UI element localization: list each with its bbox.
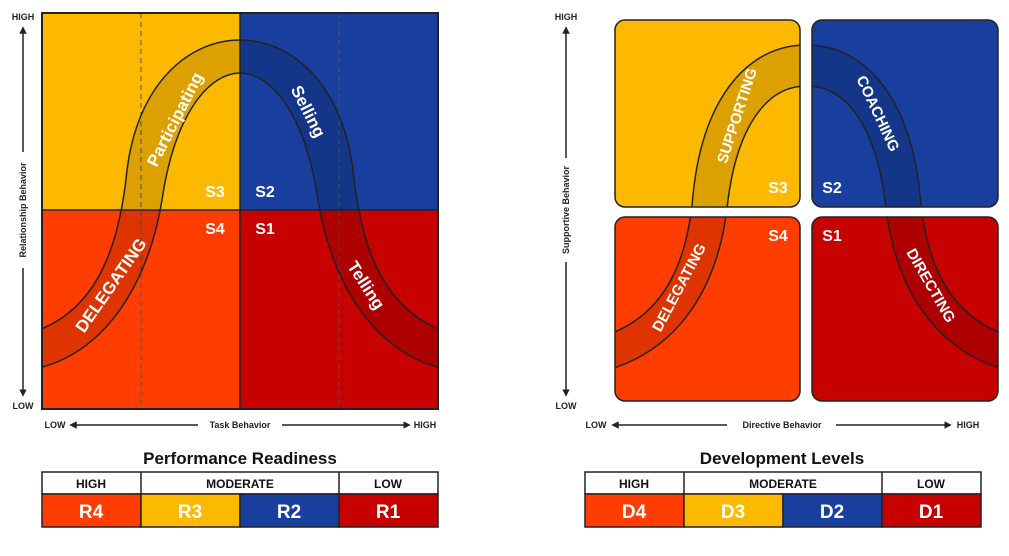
cell-d1: D1 bbox=[919, 502, 944, 523]
cell-d2: D2 bbox=[820, 502, 844, 523]
label-s1: S1 bbox=[822, 228, 842, 245]
cell-d4: D4 bbox=[622, 502, 647, 523]
x-axis-high: HIGH bbox=[414, 420, 437, 430]
y-axis-low: LOW bbox=[13, 401, 34, 411]
right-x-axis: LOW HIGH Directive Behavior bbox=[586, 420, 980, 430]
label-s2: S2 bbox=[822, 180, 842, 197]
development-levels-table: HIGH MODERATE LOW D4 D3 D2 D1 bbox=[584, 471, 982, 528]
label-s4: S4 bbox=[205, 221, 225, 238]
style-curve-band bbox=[42, 39, 438, 368]
header-high: HIGH bbox=[619, 477, 649, 491]
x-axis-high: HIGH bbox=[957, 420, 980, 430]
y-axis-label: Supportive Behavior bbox=[561, 166, 571, 255]
x-axis-low: LOW bbox=[586, 420, 607, 430]
label-s3: S3 bbox=[768, 180, 788, 197]
cell-d3: D3 bbox=[721, 502, 745, 523]
right-y-axis: HIGH LOW Supportive Behavior bbox=[555, 12, 578, 411]
cell-r1: R1 bbox=[376, 502, 401, 523]
x-axis-label: Directive Behavior bbox=[742, 420, 822, 430]
x-axis-label: Task Behavior bbox=[210, 420, 271, 430]
y-axis-label: Relationship Behavior bbox=[18, 162, 28, 258]
header-low: LOW bbox=[917, 477, 946, 491]
performance-readiness-table: HIGH MODERATE LOW R4 R3 R2 R1 bbox=[41, 471, 439, 528]
left-y-axis: HIGH LOW Relationship Behavior bbox=[12, 12, 35, 411]
quadrant-s2 bbox=[812, 20, 998, 207]
x-axis-low: LOW bbox=[45, 420, 66, 430]
quadrant-s1 bbox=[812, 217, 998, 401]
right-title: Development Levels bbox=[700, 449, 864, 468]
left-title: Performance Readiness bbox=[143, 449, 337, 468]
label-s3: S3 bbox=[205, 184, 225, 201]
cell-r3: R3 bbox=[178, 502, 202, 523]
cell-r4: R4 bbox=[79, 502, 104, 523]
quadrant-s4 bbox=[615, 217, 800, 401]
quadrant-s3 bbox=[615, 20, 800, 207]
y-axis-high: HIGH bbox=[12, 12, 35, 22]
leadership-styles-grid: Participating Selling DELEGATING Telling… bbox=[41, 12, 439, 410]
y-axis-low: LOW bbox=[556, 401, 577, 411]
label-s4: S4 bbox=[768, 228, 788, 245]
label-s1: S1 bbox=[255, 221, 275, 238]
header-moderate: MODERATE bbox=[206, 477, 274, 491]
left-x-axis: LOW HIGH Task Behavior bbox=[45, 420, 437, 430]
header-high: HIGH bbox=[76, 477, 106, 491]
header-moderate: MODERATE bbox=[749, 477, 817, 491]
header-low: LOW bbox=[374, 477, 403, 491]
cell-r2: R2 bbox=[277, 502, 301, 523]
y-axis-high: HIGH bbox=[555, 12, 578, 22]
label-s2: S2 bbox=[255, 184, 275, 201]
development-levels-grid: SUPPORTING COACHING DELEGATING DIRECTING… bbox=[614, 19, 999, 402]
